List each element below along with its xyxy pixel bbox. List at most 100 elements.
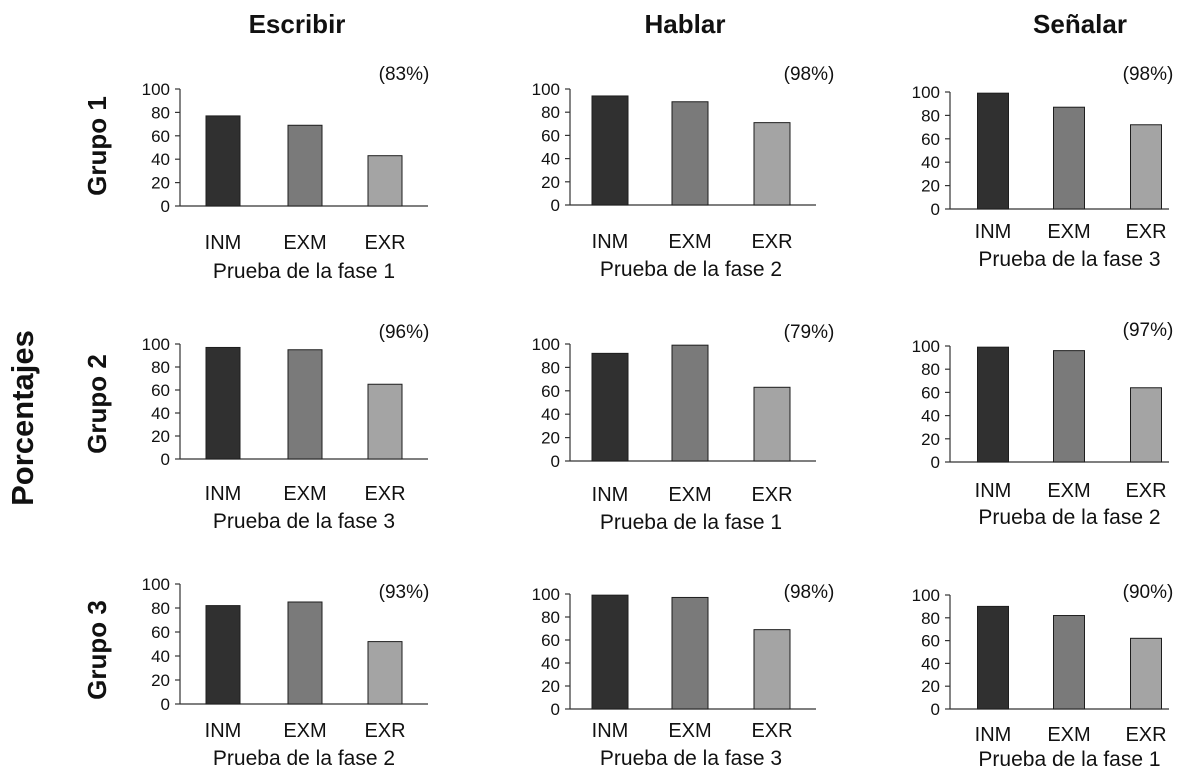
chart-panel-1-2: 0 20 40 60 80 100 INM EXM EXR Prueba de la fase 2… <box>532 64 835 281</box>
percentage-annotation: (96%) <box>379 322 430 343</box>
y-tick-label: 80 <box>541 358 560 377</box>
category-label-exm: EXM <box>283 232 326 254</box>
x-axis-label: Prueba de la fase 1 <box>600 511 782 534</box>
chart-panel-3-2: 0 20 40 60 80 100 INM EXM EXR Prueba de la fase 3… <box>532 582 835 770</box>
y-tick-label: 0 <box>551 700 560 719</box>
y-tick-label: 0 <box>931 200 940 219</box>
percentage-annotation: (98%) <box>784 64 835 85</box>
y-tick-label: 80 <box>921 609 940 628</box>
column-title-hablar: Hablar <box>645 9 726 39</box>
bar-exm <box>671 344 709 462</box>
category-label-exm: EXM <box>283 483 326 505</box>
category-label-exr: EXR <box>364 483 405 505</box>
bar-exm <box>287 349 323 460</box>
chart-panel-2-2: 0 20 40 60 80 100 INM EXM EXR Prueba de la fase 1… <box>532 322 835 534</box>
y-tick-label: 40 <box>151 647 170 666</box>
category-label-exr: EXR <box>751 484 792 506</box>
y-tick-label: 40 <box>541 654 560 673</box>
category-label-exm: EXM <box>1047 221 1090 243</box>
y-tick-label: 40 <box>151 404 170 423</box>
bar-exm <box>287 124 323 207</box>
bar-exr <box>367 155 403 207</box>
y-tick-label: 0 <box>931 453 940 472</box>
y-tick-label: 60 <box>151 381 170 400</box>
y-tick-label: 0 <box>931 700 940 719</box>
category-label-inm: INM <box>975 221 1012 243</box>
x-axis-label: Prueba de la fase 2 <box>213 747 395 770</box>
y-tick-label: 100 <box>912 83 940 102</box>
bar-inm <box>205 115 241 207</box>
y-tick-label: 100 <box>142 575 170 594</box>
category-label-exr: EXR <box>364 232 405 254</box>
category-label-exr: EXR <box>1125 480 1166 502</box>
y-tick-label: 60 <box>151 127 170 146</box>
bar-inm <box>977 346 1009 463</box>
x-axis-label: Prueba de la fase 2 <box>978 506 1160 529</box>
y-tick-label: 40 <box>151 150 170 169</box>
row-title-grupo-3: Grupo 3 <box>82 600 112 700</box>
category-label-inm: INM <box>975 480 1012 502</box>
y-tick-label: 40 <box>541 150 560 169</box>
category-label-inm: INM <box>205 720 242 742</box>
y-tick-label: 20 <box>541 677 560 696</box>
percentage-annotation: (98%) <box>1123 64 1174 85</box>
category-label-inm: INM <box>205 483 242 505</box>
x-axis-label: Prueba de la fase 2 <box>600 258 782 281</box>
y-tick-label: 60 <box>541 126 560 145</box>
category-label-exr: EXR <box>364 720 405 742</box>
bar-exm <box>1053 350 1085 463</box>
row-title-grupo-2: Grupo 2 <box>82 354 112 454</box>
category-label-exm: EXM <box>668 484 711 506</box>
y-tick-label: 40 <box>921 654 940 673</box>
category-label-exm: EXM <box>1047 480 1090 502</box>
x-axis-label: Prueba de la fase 1 <box>978 748 1160 771</box>
y-tick-label: 0 <box>161 197 170 216</box>
category-label-exr: EXR <box>1125 724 1166 746</box>
bar-exr <box>1130 387 1162 463</box>
chart-panel-3-1: 0 20 40 60 80 100 INM EXM EXR Prueba de la fase 2… <box>142 575 430 770</box>
y-tick-label: 0 <box>161 695 170 714</box>
y-axis-title: Porcentajes <box>5 330 40 506</box>
column-title-senalar: Señalar <box>1033 9 1127 39</box>
y-tick-label: 20 <box>541 429 560 448</box>
category-label-inm: INM <box>205 232 242 254</box>
row-title-grupo-1: Grupo 1 <box>82 96 112 196</box>
bar-inm <box>205 605 241 705</box>
chart-panel-2-3: 0 20 40 60 80 100 INM EXM EXR Prueba de la fase 2… <box>912 320 1174 529</box>
category-label-inm: INM <box>592 231 629 253</box>
x-axis-label: Prueba de la fase 3 <box>213 510 395 533</box>
y-tick-label: 0 <box>161 450 170 469</box>
bar-inm <box>591 594 629 710</box>
y-tick-label: 100 <box>142 80 170 99</box>
bar-inm <box>977 605 1009 710</box>
y-tick-label: 40 <box>921 407 940 426</box>
category-label-exr: EXR <box>751 720 792 742</box>
percentage-annotation: (79%) <box>784 322 835 343</box>
y-tick-label: 100 <box>142 335 170 354</box>
bar-exr <box>753 386 791 462</box>
percentage-annotation: (90%) <box>1123 582 1174 603</box>
y-tick-label: 40 <box>541 405 560 424</box>
percentage-annotation: (98%) <box>784 582 835 603</box>
y-tick-label: 20 <box>151 427 170 446</box>
chart-panel-2-1: 0 20 40 60 80 100 INM EXM EXR Prueba de la fase 3… <box>142 322 430 533</box>
category-label-exm: EXM <box>1047 724 1090 746</box>
y-tick-label: 80 <box>541 103 560 122</box>
bar-inm <box>977 92 1009 210</box>
percentage-annotation: (83%) <box>379 64 430 85</box>
y-tick-label: 0 <box>551 452 560 471</box>
bar-inm <box>205 346 241 460</box>
category-label-exr: EXR <box>1125 221 1166 243</box>
bar-exm <box>671 101 709 206</box>
bar-exr <box>1130 124 1162 210</box>
percentage-annotation: (97%) <box>1123 320 1174 341</box>
bar-inm <box>591 95 629 206</box>
bar-inm <box>591 352 629 462</box>
category-label-exm: EXM <box>668 231 711 253</box>
category-label-inm: INM <box>592 720 629 742</box>
y-tick-label: 80 <box>151 599 170 618</box>
bar-exr <box>753 629 791 710</box>
